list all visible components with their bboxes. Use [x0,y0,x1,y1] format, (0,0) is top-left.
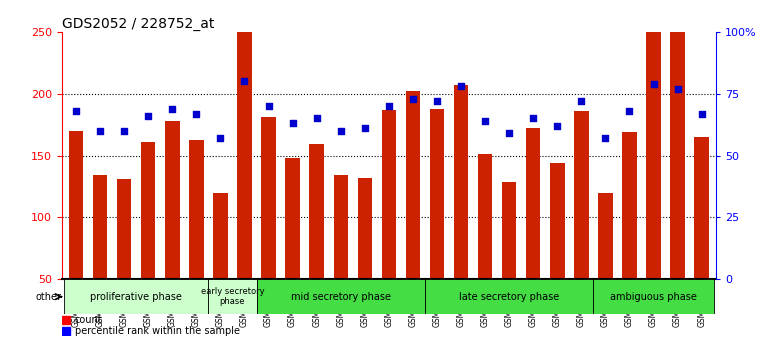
Point [551,123,564,129]
Point [479,118,491,124]
Bar [69,131,83,279]
Bar [671,32,685,279]
Point [286,121,299,126]
Point [383,103,395,109]
Bar [62,327,70,335]
Point [503,131,515,136]
Point [263,103,275,109]
Point [455,84,467,89]
Text: mid secretory phase: mid secretory phase [291,292,390,302]
Bar [478,154,492,279]
Bar [550,163,564,279]
Point [695,111,708,116]
Bar [594,279,714,314]
Point [648,81,660,87]
Bar [209,279,256,314]
Bar [213,193,228,279]
Point [575,98,588,104]
Point [190,111,203,116]
Bar [382,110,396,279]
Bar [64,279,209,314]
Bar [574,111,588,279]
Bar [526,129,541,279]
Point [623,108,635,114]
Bar [502,182,517,279]
Point [166,106,179,112]
Bar [261,117,276,279]
Bar [454,85,468,279]
Point [527,116,539,121]
Bar [646,1,661,279]
Text: late secretory phase: late secretory phase [459,292,559,302]
Bar [357,178,372,279]
Text: proliferative phase: proliferative phase [90,292,182,302]
Point [359,126,371,131]
Bar [695,137,709,279]
Bar [117,179,132,279]
Text: count: count [75,315,102,325]
Point [334,128,346,134]
Bar [310,144,324,279]
Point [430,98,443,104]
Point [214,136,226,141]
Point [142,113,154,119]
Text: GDS2052 / 228752_at: GDS2052 / 228752_at [62,17,214,31]
Bar [237,17,252,279]
Bar [165,121,179,279]
Bar [425,279,594,314]
Point [671,86,684,92]
Text: ambiguous phase: ambiguous phase [610,292,697,302]
Text: percentile rank within the sample: percentile rank within the sample [75,326,239,336]
Bar [286,158,300,279]
Point [94,128,106,134]
Bar [333,176,348,279]
Bar [430,109,444,279]
Bar [598,193,613,279]
Text: early secretory
phase: early secretory phase [201,287,264,307]
Bar [256,279,425,314]
Point [599,136,611,141]
Bar [406,91,420,279]
Point [407,96,419,102]
Bar [189,139,203,279]
Text: other: other [35,292,61,302]
Bar [93,176,107,279]
Bar [62,315,70,324]
Point [310,116,323,121]
Bar [622,132,637,279]
Bar [141,142,156,279]
Point [118,128,130,134]
Point [70,108,82,114]
Point [238,79,250,84]
